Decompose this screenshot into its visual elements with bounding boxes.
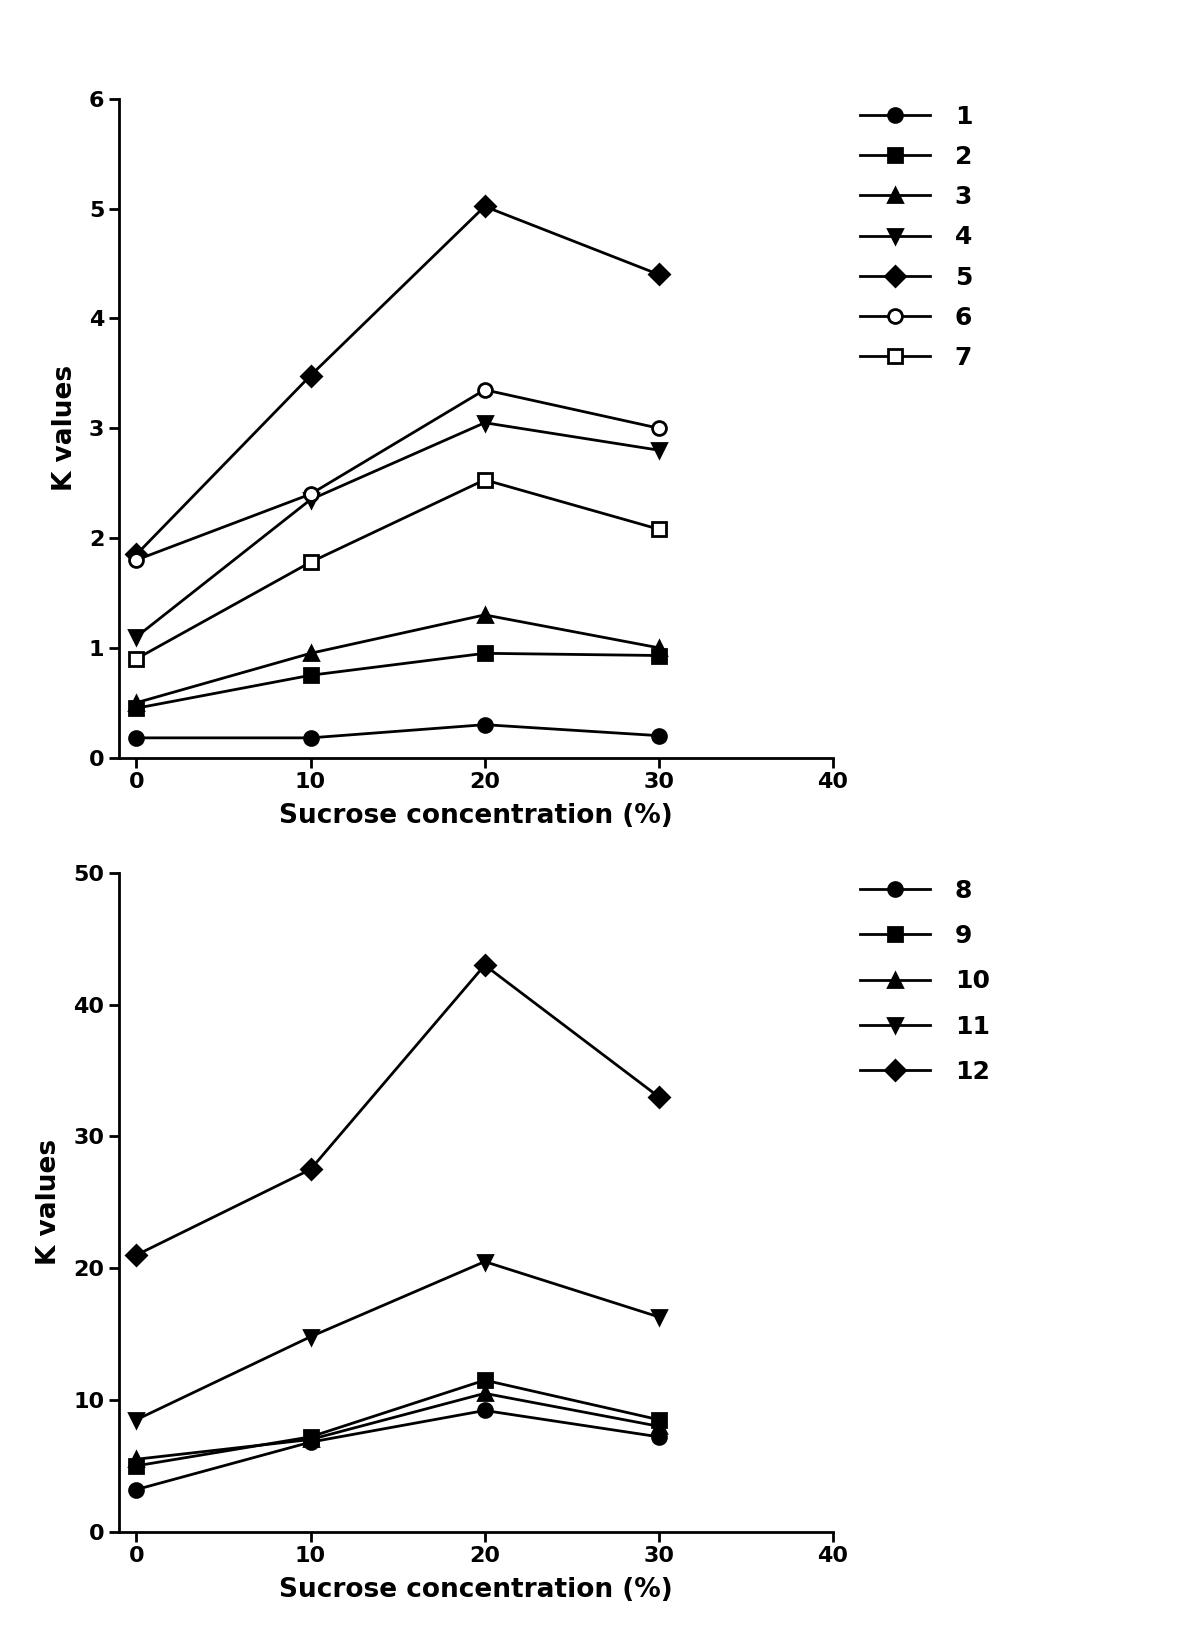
X-axis label: Sucrose concentration (%): Sucrose concentration (%) [280,1578,672,1604]
Legend: 8, 9, 10, 11, 12: 8, 9, 10, 11, 12 [860,879,990,1084]
Y-axis label: K values: K values [36,1140,62,1265]
Legend: 1, 2, 3, 4, 5, 6, 7: 1, 2, 3, 4, 5, 6, 7 [860,105,972,371]
Y-axis label: K values: K values [51,366,77,491]
X-axis label: Sucrose concentration (%): Sucrose concentration (%) [280,804,672,830]
